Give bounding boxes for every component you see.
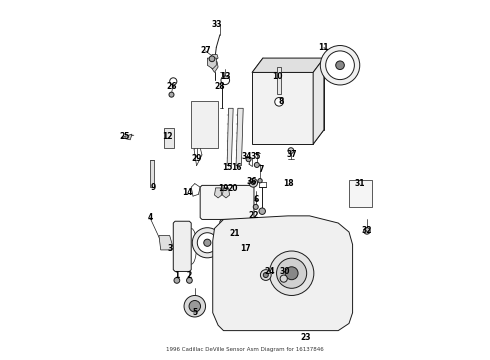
Polygon shape (173, 221, 191, 271)
Circle shape (253, 204, 258, 210)
Circle shape (280, 275, 287, 282)
Circle shape (336, 61, 344, 69)
Circle shape (231, 248, 238, 255)
Circle shape (204, 239, 211, 246)
Text: 15: 15 (222, 163, 232, 172)
Text: 28: 28 (215, 82, 225, 91)
Circle shape (364, 228, 370, 234)
Polygon shape (227, 108, 233, 166)
Circle shape (184, 296, 205, 317)
Circle shape (169, 92, 174, 97)
Polygon shape (215, 188, 221, 198)
Circle shape (209, 56, 215, 62)
Text: 21: 21 (229, 229, 240, 238)
Text: 32: 32 (362, 226, 372, 235)
Circle shape (259, 208, 266, 215)
Circle shape (258, 179, 262, 183)
Text: 13: 13 (220, 72, 230, 81)
Circle shape (270, 251, 314, 296)
Text: 25: 25 (120, 132, 130, 141)
Text: 22: 22 (249, 211, 259, 220)
Text: 20: 20 (227, 184, 238, 193)
Text: 6: 6 (253, 195, 258, 204)
Circle shape (275, 98, 283, 106)
Circle shape (285, 267, 298, 280)
Polygon shape (252, 58, 324, 72)
Bar (191, 101, 218, 148)
Circle shape (174, 278, 180, 283)
Text: 33: 33 (211, 19, 221, 28)
Bar (276, 67, 281, 94)
Text: 35: 35 (250, 152, 261, 161)
Circle shape (223, 241, 245, 262)
Text: 14: 14 (182, 188, 193, 197)
Text: 1996 Cadillac DeVille Sensor Asm Diagram for 16137846: 1996 Cadillac DeVille Sensor Asm Diagram… (166, 347, 324, 352)
Bar (150, 160, 154, 187)
Polygon shape (213, 216, 353, 330)
Polygon shape (222, 188, 230, 198)
Text: 23: 23 (301, 333, 311, 342)
Circle shape (251, 181, 255, 185)
Polygon shape (207, 58, 216, 69)
Text: 8: 8 (278, 96, 284, 105)
Text: 26: 26 (166, 82, 177, 91)
Bar (164, 128, 174, 148)
Text: 17: 17 (240, 244, 250, 253)
Circle shape (249, 179, 258, 187)
Polygon shape (252, 72, 313, 144)
Circle shape (197, 233, 218, 253)
Polygon shape (313, 58, 324, 144)
Text: 5: 5 (192, 308, 197, 317)
Polygon shape (159, 235, 173, 250)
Circle shape (263, 273, 269, 278)
Circle shape (326, 51, 354, 80)
Circle shape (254, 162, 259, 167)
Circle shape (221, 76, 230, 85)
Text: 11: 11 (318, 43, 329, 52)
Circle shape (217, 234, 251, 269)
Circle shape (189, 301, 200, 312)
Circle shape (320, 45, 360, 85)
Text: 16: 16 (231, 163, 241, 172)
Text: 24: 24 (265, 267, 275, 276)
Text: 29: 29 (191, 154, 202, 163)
Text: 9: 9 (151, 183, 156, 192)
Text: 34: 34 (242, 152, 252, 161)
Polygon shape (220, 218, 256, 288)
Circle shape (192, 228, 222, 258)
Text: 19: 19 (218, 184, 229, 193)
Circle shape (187, 278, 192, 283)
Text: 3: 3 (167, 244, 172, 253)
Text: 7: 7 (258, 165, 264, 174)
Circle shape (246, 157, 251, 162)
Circle shape (288, 148, 294, 153)
Polygon shape (200, 185, 254, 220)
Polygon shape (211, 54, 218, 60)
Circle shape (260, 270, 271, 280)
Text: 4: 4 (147, 213, 152, 222)
Text: 30: 30 (279, 267, 290, 276)
Circle shape (276, 258, 307, 288)
Circle shape (170, 78, 177, 85)
Text: 31: 31 (354, 179, 365, 188)
Polygon shape (211, 62, 218, 72)
Text: 36: 36 (247, 177, 257, 186)
Text: 37: 37 (286, 150, 297, 159)
Text: 2: 2 (187, 270, 192, 279)
Polygon shape (122, 134, 132, 140)
Bar (349, 180, 372, 207)
Polygon shape (236, 108, 243, 166)
Text: 27: 27 (200, 46, 211, 55)
Text: 1: 1 (174, 270, 179, 279)
Text: 10: 10 (272, 72, 283, 81)
Text: 18: 18 (283, 179, 294, 188)
Text: 12: 12 (163, 132, 173, 141)
